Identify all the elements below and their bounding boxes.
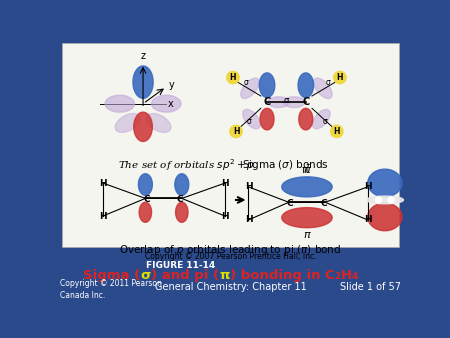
Text: x: x [168, 99, 174, 109]
Text: σ: σ [140, 269, 151, 282]
Circle shape [227, 71, 239, 84]
Text: C: C [177, 195, 184, 204]
Text: π: π [304, 230, 310, 240]
Text: Sigma (: Sigma ( [83, 269, 140, 282]
Polygon shape [146, 114, 171, 132]
Circle shape [334, 71, 346, 84]
Text: C: C [302, 97, 310, 107]
Polygon shape [366, 196, 404, 204]
Text: 2: 2 [334, 271, 341, 281]
Circle shape [376, 197, 382, 203]
Text: π: π [302, 165, 309, 175]
FancyBboxPatch shape [63, 43, 399, 247]
Circle shape [388, 197, 394, 203]
Text: H: H [341, 269, 351, 282]
Text: H: H [333, 127, 340, 136]
Text: y: y [169, 80, 175, 90]
Text: H: H [364, 215, 372, 224]
Polygon shape [314, 78, 332, 99]
Text: C: C [263, 97, 271, 107]
Text: Copyright © 2011 Pearson
Canada Inc.: Copyright © 2011 Pearson Canada Inc. [60, 279, 162, 300]
Polygon shape [368, 169, 402, 197]
Text: π: π [219, 269, 230, 282]
Text: General Chemistry: Chapter 11: General Chemistry: Chapter 11 [155, 282, 306, 292]
Circle shape [230, 125, 242, 138]
Text: Sigma ($\sigma$) bonds: Sigma ($\sigma$) bonds [242, 158, 329, 172]
Polygon shape [268, 97, 289, 107]
Text: FIGURE 11-14: FIGURE 11-14 [146, 261, 215, 270]
Text: σ: σ [323, 117, 328, 126]
Polygon shape [175, 174, 189, 195]
Text: H: H [245, 183, 252, 191]
Text: C: C [320, 199, 327, 208]
Text: z: z [140, 51, 145, 62]
Text: H: H [364, 183, 372, 191]
Polygon shape [105, 95, 135, 112]
Text: H: H [245, 215, 252, 224]
Text: H: H [233, 127, 239, 136]
Text: C: C [144, 195, 150, 204]
Text: H: H [221, 178, 229, 188]
Text: σ: σ [244, 78, 248, 87]
Polygon shape [298, 73, 314, 98]
Text: Overlap of $p$ orbitals leading to pi ($\pi$) bond: Overlap of $p$ orbitals leading to pi ($… [120, 243, 342, 257]
Text: C: C [287, 199, 293, 208]
Polygon shape [133, 66, 153, 98]
Circle shape [331, 125, 343, 138]
Polygon shape [139, 174, 153, 195]
Text: H: H [99, 178, 107, 188]
Text: 4: 4 [351, 271, 358, 281]
Polygon shape [241, 78, 259, 99]
Polygon shape [282, 208, 332, 228]
Polygon shape [176, 202, 188, 222]
Polygon shape [139, 202, 152, 222]
Polygon shape [299, 108, 313, 130]
Polygon shape [115, 114, 140, 132]
Polygon shape [368, 203, 402, 231]
Polygon shape [152, 95, 181, 112]
Text: Slide 1 of 57: Slide 1 of 57 [340, 282, 401, 292]
Text: H: H [337, 73, 343, 82]
Text: The set of orbitals $sp^2 + p$: The set of orbitals $sp^2 + p$ [118, 158, 255, 173]
Text: $\bar{\pi}$: $\bar{\pi}$ [302, 164, 311, 176]
FancyBboxPatch shape [56, 258, 405, 301]
Polygon shape [260, 108, 274, 130]
Polygon shape [284, 97, 305, 107]
Polygon shape [243, 110, 261, 129]
Polygon shape [134, 112, 153, 141]
Text: ) and pi (: ) and pi ( [151, 269, 219, 282]
Polygon shape [259, 73, 275, 98]
Text: H: H [99, 212, 107, 221]
Text: ) bonding in C: ) bonding in C [230, 269, 334, 282]
Polygon shape [312, 110, 330, 129]
Text: H: H [230, 73, 236, 82]
Text: H: H [221, 212, 229, 221]
Text: Copyright © 2007 Pearson Prentice Hall, Inc.: Copyright © 2007 Pearson Prentice Hall, … [145, 251, 316, 261]
Text: σ: σ [284, 96, 289, 105]
Polygon shape [282, 177, 332, 197]
Text: σ: σ [326, 78, 331, 87]
Text: σ: σ [247, 117, 252, 126]
